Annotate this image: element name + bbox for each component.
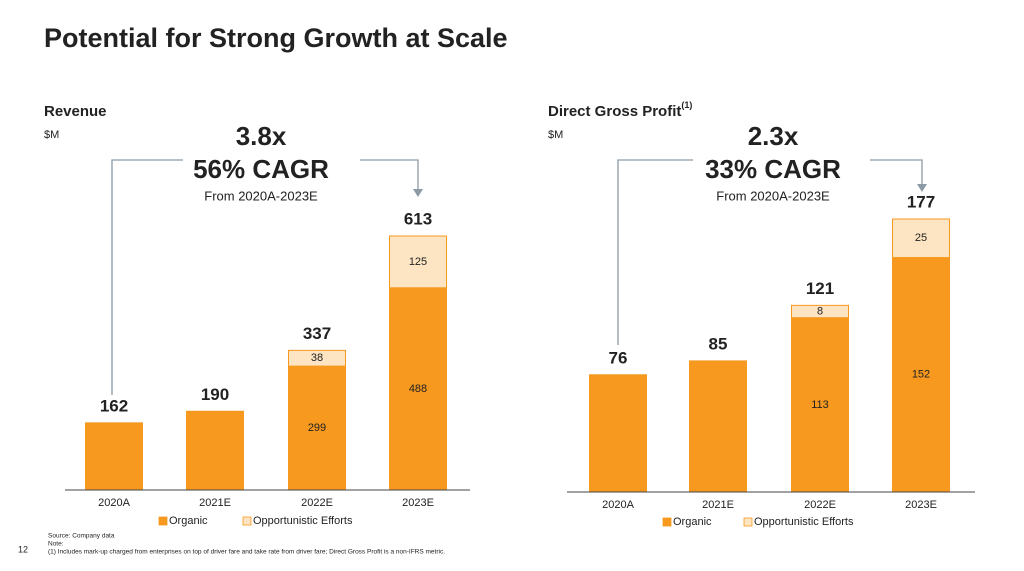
chart-title: Revenue (44, 103, 107, 120)
x-tick-label: 2022E (804, 499, 836, 511)
x-tick-label: 2023E (905, 499, 937, 511)
legend-swatch (158, 516, 168, 526)
annotation-period: From 2020A-2023E (716, 188, 830, 203)
segment-label: 299 (308, 422, 326, 434)
annotation-cagr: 56% CAGR (193, 154, 329, 184)
bracket-right (870, 159, 923, 186)
bar-segment (389, 235, 447, 289)
total-label: 337 (303, 324, 331, 343)
bracket-arrow (413, 189, 423, 197)
page-number: 12 (18, 544, 28, 554)
bar-segment (288, 365, 346, 491)
annotation-period: From 2020A-2023E (204, 188, 318, 203)
total-label: 85 (709, 334, 728, 353)
bar-segment (892, 218, 950, 259)
total-label: 121 (806, 279, 834, 298)
total-label: 162 (100, 396, 128, 415)
unit-label: $M (548, 129, 563, 141)
bar-segment (892, 257, 950, 493)
x-tick-label: 2022E (301, 497, 333, 509)
legend-swatch (662, 517, 672, 527)
chart-title: Direct Gross Profit(1) (548, 100, 692, 120)
footnote-note: Note: (48, 541, 64, 548)
annotation-cagr: 33% CAGR (705, 154, 841, 184)
segment-label: 488 (409, 383, 427, 395)
legend-swatch (743, 517, 753, 527)
x-tick-label: 2021E (702, 499, 734, 511)
bar-segment (791, 304, 849, 319)
annotation-multiple: 2.3x (748, 121, 799, 151)
total-label: 177 (907, 192, 935, 211)
segment-label: 8 (817, 305, 823, 317)
footnote-source: Source: Company data (48, 533, 115, 540)
total-label: 76 (609, 348, 628, 367)
legend-label: Organic (169, 515, 208, 527)
total-label: 613 (404, 209, 432, 228)
bracket-arrow (917, 184, 927, 192)
slide-title: Potential for Strong Growth at Scale (44, 23, 508, 53)
x-tick-label: 2021E (199, 497, 231, 509)
bar-segment (288, 349, 346, 367)
segment-label: 38 (311, 352, 323, 364)
legend-label: Opportunistic Efforts (754, 516, 854, 528)
bar-segment (689, 360, 747, 493)
bar-segment (589, 374, 647, 493)
legend-label: Organic (673, 516, 712, 528)
bracket-left (111, 159, 183, 395)
x-tick-label: 2020A (98, 497, 130, 509)
bar-segment (186, 410, 244, 491)
footnote-1: (1) Includes mark-up charged from enterp… (48, 549, 445, 556)
bracket-right (360, 159, 419, 191)
annotation-multiple: 3.8x (236, 121, 287, 151)
total-label: 190 (201, 385, 229, 404)
title-note: (1) (681, 100, 692, 110)
segment-label: 152 (912, 369, 930, 381)
x-tick-label: 2023E (402, 497, 434, 509)
bracket-left (617, 159, 693, 345)
x-tick-label: 2020A (602, 499, 634, 511)
legend-label: Opportunistic Efforts (253, 515, 353, 527)
bar-segment (85, 422, 143, 491)
segment-label: 125 (409, 256, 427, 268)
unit-label: $M (44, 129, 59, 141)
segment-label: 113 (811, 399, 829, 411)
bar-segment (791, 317, 849, 493)
legend-swatch (242, 516, 252, 526)
segment-label: 25 (915, 232, 927, 244)
